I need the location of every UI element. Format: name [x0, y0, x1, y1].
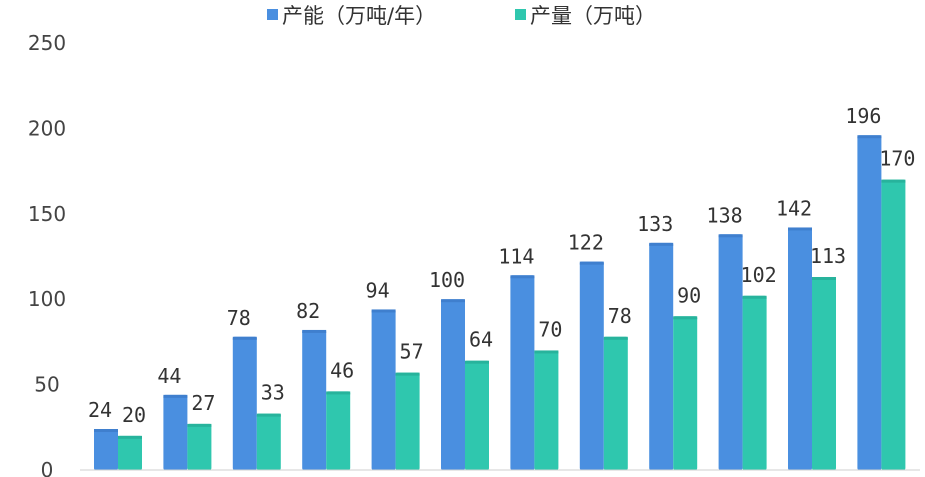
output-bar	[812, 276, 836, 470]
bar-cap	[187, 423, 212, 427]
data-labels: 24 44 78 82 94 100 114 122 133 138 142 196 20 27 33 46 5…	[88, 104, 916, 427]
capacity-value-label: 114	[498, 244, 534, 268]
legend-swatch	[515, 9, 526, 20]
output-value-label: 70	[538, 317, 562, 341]
y-tick-label: 100	[28, 287, 66, 311]
capacity-value-label: 44	[157, 364, 181, 388]
capacity-bar	[163, 394, 188, 470]
capacity-value-label: 196	[845, 104, 881, 128]
bar-cap	[118, 435, 142, 439]
capacity-bar	[441, 299, 465, 470]
capacity-value-label: 94	[366, 278, 390, 302]
capacity-bar	[510, 275, 535, 470]
output-bar	[395, 372, 420, 470]
bar-cap	[718, 234, 743, 238]
output-bar	[118, 435, 142, 470]
legend-label: 产能（万吨/年）	[282, 4, 436, 28]
capacity-value-label: 122	[568, 231, 604, 255]
legend-label: 产量（万吨）	[530, 4, 656, 28]
y-tick-label: 200	[28, 116, 66, 140]
output-value-label: 78	[608, 304, 632, 328]
capacity-bar	[371, 309, 396, 470]
bar-cap	[163, 394, 188, 398]
capacity-bar	[232, 336, 257, 470]
bar-cap	[94, 429, 118, 433]
bar-cap	[371, 309, 396, 313]
y-axis: 0 50 100 150 200 250	[28, 31, 66, 477]
output-value-label: 64	[469, 328, 493, 352]
y-tick-label: 150	[28, 202, 66, 226]
y-tick-label: 50	[34, 373, 59, 397]
output-bar	[881, 179, 906, 470]
output-bar	[742, 295, 767, 470]
bar-cap	[788, 227, 812, 231]
bar-cap	[465, 360, 489, 364]
output-value-label: 57	[400, 340, 424, 364]
output-bar	[465, 360, 489, 470]
bar-cap	[256, 413, 281, 417]
output-value-label: 46	[330, 358, 354, 382]
bar-cap	[232, 336, 257, 340]
bar-cap	[649, 242, 674, 246]
bar-cap	[441, 299, 465, 303]
output-bar	[673, 316, 698, 470]
output-value-label: 113	[810, 244, 846, 268]
output-bar	[603, 336, 628, 470]
bar-cap	[534, 350, 559, 354]
bar-cap	[326, 391, 351, 395]
capacity-value-label: 138	[707, 203, 743, 227]
capacity-value-label: 100	[429, 268, 465, 292]
capacity-bar	[94, 429, 118, 470]
bar-cap	[673, 316, 698, 320]
output-value-label: 90	[677, 283, 701, 307]
bar-cap	[812, 276, 836, 280]
output-bar	[534, 350, 559, 470]
bar-cap	[302, 329, 327, 333]
output-value-label: 27	[191, 391, 215, 415]
capacity-bar	[857, 135, 882, 470]
bar-cap	[857, 135, 882, 139]
y-tick-label: 0	[41, 458, 54, 477]
output-value-label: 20	[122, 403, 146, 427]
bar-cap	[395, 372, 420, 376]
capacity-value-label: 133	[637, 212, 673, 236]
capacity-bar	[302, 329, 327, 470]
bar-cap	[881, 179, 906, 183]
capacity-bar	[579, 261, 604, 470]
output-value-label: 102	[741, 263, 777, 287]
output-bar	[187, 423, 212, 470]
output-bar	[256, 413, 281, 470]
bar-cap	[579, 261, 604, 265]
output-bar	[326, 391, 351, 470]
y-tick-label: 250	[28, 31, 66, 55]
bars	[94, 135, 906, 470]
output-value-label: 33	[261, 381, 285, 405]
capacity-value-label: 24	[88, 398, 112, 422]
capacity-bar	[718, 234, 743, 470]
capacity-bar	[788, 227, 812, 470]
legend-swatch	[267, 9, 278, 20]
chart-legend: 产能（万吨/年） 产量（万吨）	[267, 4, 656, 28]
capacity-value-label: 82	[296, 299, 320, 323]
capacity-bar	[649, 242, 674, 470]
bar-cap	[742, 295, 767, 299]
bar-cap	[603, 336, 628, 340]
capacity-value-label: 142	[776, 196, 812, 220]
output-value-label: 170	[879, 147, 915, 171]
bar-cap	[510, 275, 535, 279]
capacity-value-label: 78	[227, 306, 251, 330]
